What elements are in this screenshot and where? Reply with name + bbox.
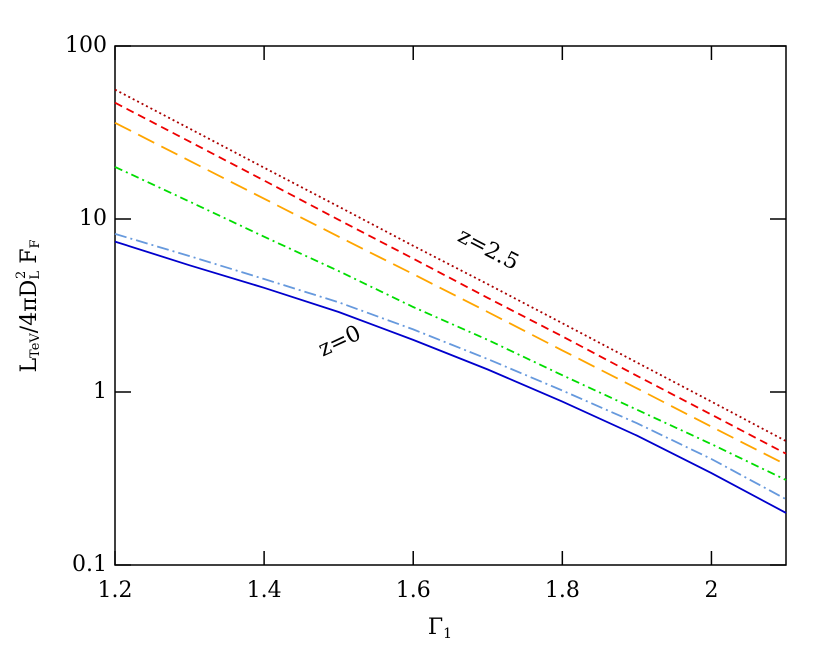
- series-line: [114, 88, 787, 442]
- y-axis-label: LTeV/4πDL2 FF: [14, 239, 43, 372]
- y-label-part: /4πD: [17, 280, 42, 334]
- y-tick-label: 1: [93, 379, 107, 404]
- series-line: [114, 166, 787, 481]
- y-label-part: L: [28, 271, 43, 280]
- y-tick-label: 100: [65, 33, 107, 58]
- x-tick-label: 1.4: [247, 578, 282, 603]
- y-label-part: F: [28, 239, 43, 248]
- series-line: [114, 121, 787, 466]
- y-tick-label: 0.1: [72, 552, 107, 577]
- y-label-part: TeV: [28, 333, 43, 358]
- x-tick-label: 1.8: [545, 578, 580, 603]
- x-tick-label: 1.2: [98, 578, 133, 603]
- y-tick-label: 10: [79, 206, 107, 231]
- x-tick-label: 1.6: [396, 578, 431, 603]
- x-tick-label: 2: [704, 578, 718, 603]
- series-line: [114, 240, 787, 514]
- y-label-part: F: [17, 248, 42, 270]
- x-axis-label: Γ1: [428, 615, 452, 642]
- x-label-part: 1: [443, 626, 452, 642]
- annotation: z=2.5: [454, 223, 523, 275]
- plot-frame: [114, 45, 787, 566]
- annotation: z=0: [315, 321, 365, 362]
- y-label-part: L: [17, 358, 42, 373]
- x-label-part: Γ: [428, 615, 443, 640]
- y-label-part: 2: [14, 271, 29, 279]
- series-line: [114, 101, 787, 455]
- series-line: [114, 233, 787, 500]
